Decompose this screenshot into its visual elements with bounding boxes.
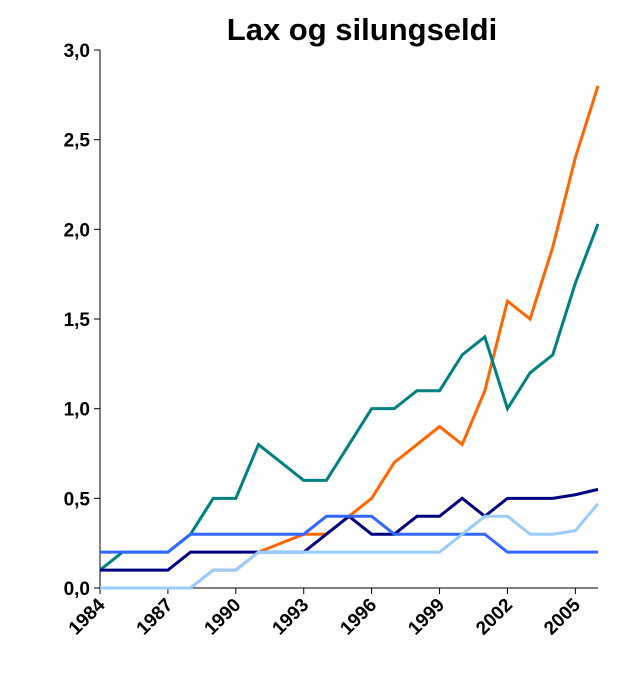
y-tick-label: 2,5	[64, 131, 91, 152]
x-tick-label: 1984	[65, 594, 110, 639]
series-line	[100, 514, 598, 554]
y-tick-label: 3,0	[64, 41, 90, 62]
chart-title: Lax og silungseldi	[227, 12, 497, 47]
x-tick-label: 2005	[540, 594, 585, 639]
y-tick-label: 2,0	[64, 220, 90, 241]
x-tick-label: 1996	[336, 595, 381, 640]
y-tick-label: 1,0	[64, 400, 90, 421]
y-tick-label: 1,5	[64, 310, 91, 331]
x-tick-label: 1990	[201, 595, 246, 640]
x-tick-label: 1987	[133, 595, 178, 640]
series-line	[100, 85, 600, 590]
x-tick-label: 1999	[404, 595, 449, 640]
series-line	[100, 502, 600, 590]
y-tick-label: 0,0	[64, 579, 90, 600]
x-tick-label: 2002	[472, 595, 517, 640]
y-tick-label: 0,5	[64, 489, 91, 510]
x-tick-label: 1993	[269, 595, 314, 640]
